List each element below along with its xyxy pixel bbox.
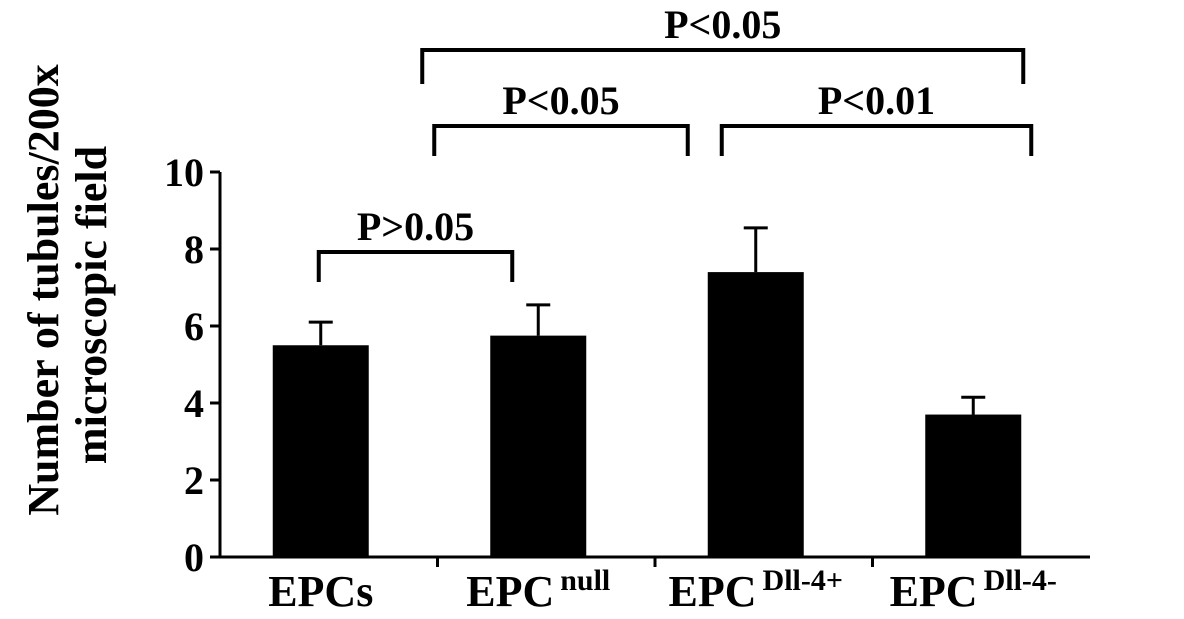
y-tick-label: 8 bbox=[184, 227, 204, 272]
significance-label-2: P<0.05 bbox=[502, 78, 619, 123]
significance-brackets: P>0.05 P<0.05 P<0.01 P<0.05 bbox=[316, 2, 1034, 282]
bar-4 bbox=[925, 414, 1022, 557]
significance-label-4: P<0.05 bbox=[664, 2, 781, 47]
y-tick-label: 0 bbox=[184, 535, 204, 580]
significance-bracket-4 bbox=[420, 48, 1026, 84]
y-tick-label: 10 bbox=[164, 150, 204, 195]
y-axis-label-line-2: microscopic field bbox=[67, 146, 116, 464]
y-tick-label: 4 bbox=[184, 381, 204, 426]
y-axis-label: Number of tubules/200x microscopic field bbox=[19, 64, 116, 515]
significance-bracket-2 bbox=[432, 124, 690, 156]
significance-label-1: P>0.05 bbox=[357, 204, 474, 249]
y-axis-label-line-1: Number of tubules/200x bbox=[19, 64, 68, 515]
significance-bracket-1 bbox=[316, 250, 515, 282]
significance-bracket-3 bbox=[719, 124, 1034, 156]
bars bbox=[272, 272, 1022, 557]
category-label-1: EPCs bbox=[268, 567, 373, 616]
bar-3 bbox=[707, 272, 804, 557]
error-bars bbox=[308, 226, 986, 415]
category-label-3: EPC Dll-4+ bbox=[669, 564, 843, 616]
significance-label-3: P<0.01 bbox=[818, 78, 935, 123]
bar-2 bbox=[490, 335, 587, 557]
y-tick-label: 6 bbox=[184, 304, 204, 349]
category-labels: EPCs EPC null EPC Dll-4+ EPC Dll-4- bbox=[268, 564, 1057, 616]
category-label-2: EPC null bbox=[466, 564, 610, 616]
category-label-4: EPC Dll-4- bbox=[890, 564, 1057, 616]
y-tick-label: 2 bbox=[184, 458, 204, 503]
bar-1 bbox=[272, 345, 369, 557]
y-ticks: 0 2 4 6 8 10 bbox=[164, 150, 874, 580]
